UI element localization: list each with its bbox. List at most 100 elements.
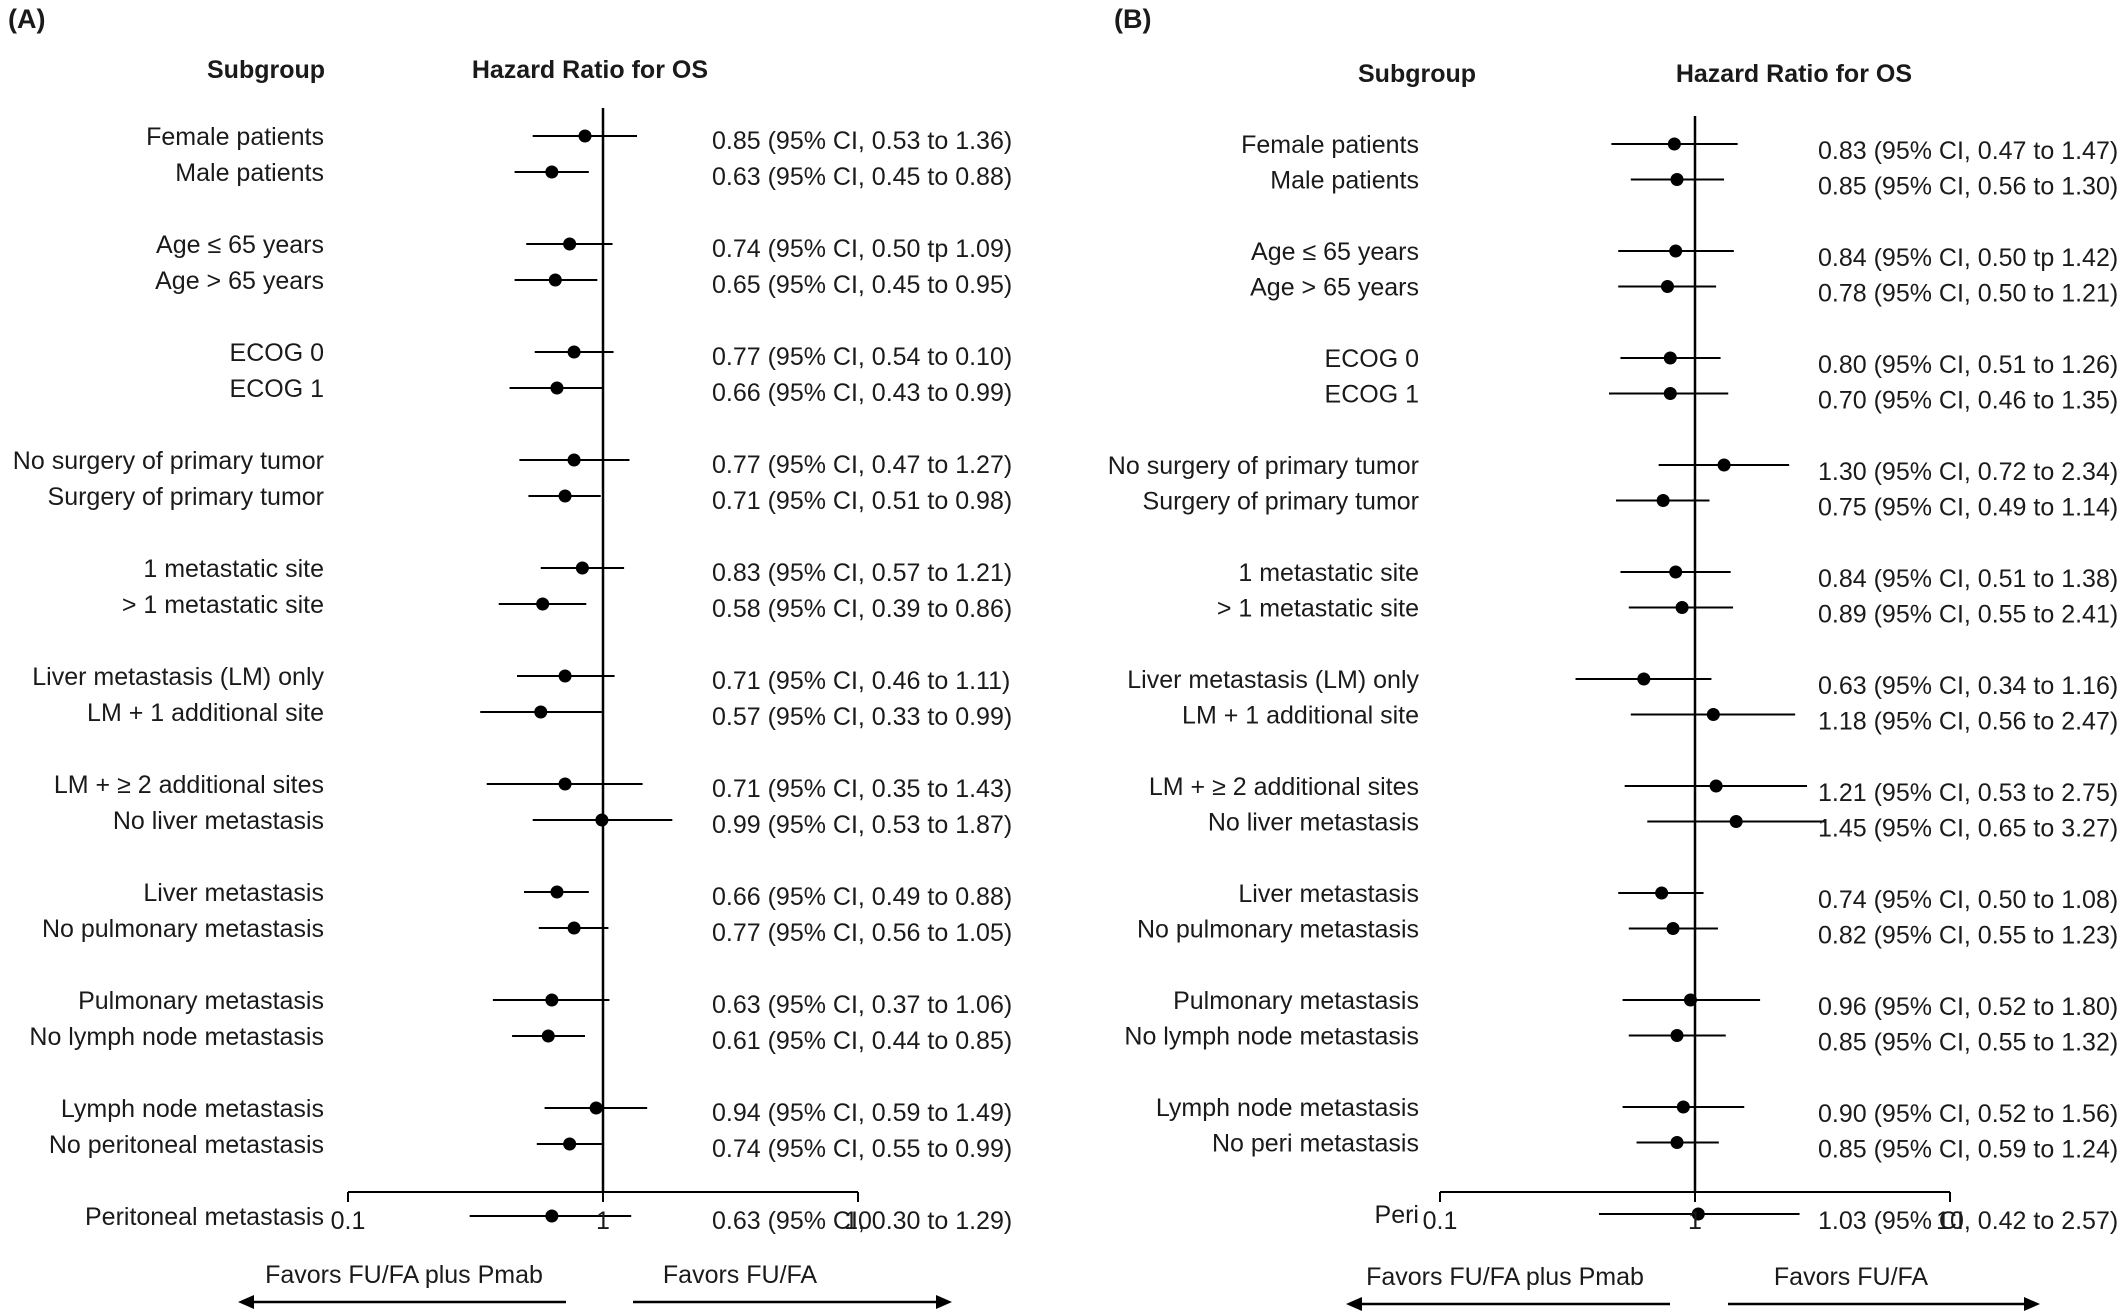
subgroup-label: LM + 1 additional site xyxy=(1182,702,1419,730)
hr-point xyxy=(1691,1207,1705,1221)
subgroup-label: No peri metastasis xyxy=(1212,1130,1419,1158)
hr-ci-label: 0.80 (95% CI, 0.51 to 1.26) xyxy=(1818,351,2118,379)
hr-point xyxy=(1717,458,1731,472)
subgroup-label: ECOG 1 xyxy=(1325,381,1419,409)
subgroup-label: Age > 65 years xyxy=(1250,274,1419,302)
subgroup-header: Subgroup xyxy=(207,56,325,84)
hr-point xyxy=(567,453,581,467)
hr-ci-label: 0.85 (95% CI, 0.55 to 1.32) xyxy=(1818,1029,2118,1057)
hr-ci-label: 1.21 (95% CI, 0.53 to 2.75) xyxy=(1818,779,2118,807)
hr-point xyxy=(1663,387,1677,400)
hr-point xyxy=(541,1029,555,1043)
hr-point xyxy=(1675,601,1689,614)
hr-ci-label: 0.57 (95% CI, 0.33 to 0.99) xyxy=(712,703,1012,731)
favors-right-label: Favors FU/FA xyxy=(1774,1263,1929,1291)
hr-point xyxy=(1706,708,1720,721)
hr-point xyxy=(1683,993,1697,1007)
hr-ci-label: 0.84 (95% CI, 0.51 to 1.38) xyxy=(1818,565,2118,593)
subgroup-label: Liver metastasis (LM) only xyxy=(1127,666,1419,694)
hr-point xyxy=(1669,565,1683,579)
subgroup-label: Peri xyxy=(1375,1201,1419,1229)
subgroup-label: LM + 1 additional site xyxy=(87,699,324,727)
subgroup-label: Age > 65 years xyxy=(155,267,324,295)
subgroup-label: Surgery of primary tumor xyxy=(48,483,324,511)
subgroup-label: Age ≤ 65 years xyxy=(156,231,324,259)
subgroup-label: No peritoneal metastasis xyxy=(49,1131,324,1159)
hr-point xyxy=(1666,922,1680,935)
hr-ci-label: 0.94 (95% CI, 0.59 to 1.49) xyxy=(712,1099,1012,1127)
subgroup-label: Female patients xyxy=(146,123,324,151)
subgroup-label: 1 metastatic site xyxy=(1238,559,1419,587)
hr-point xyxy=(545,165,559,179)
hr-ci-label: 0.83 (95% CI, 0.57 to 1.21) xyxy=(712,559,1012,587)
subgroup-label: Pulmonary metastasis xyxy=(78,987,324,1015)
hr-ci-label: 0.82 (95% CI, 0.55 to 1.23) xyxy=(1818,922,2118,950)
hr-point xyxy=(1667,137,1681,151)
hr-ci-label: 0.77 (95% CI, 0.56 to 1.05) xyxy=(712,919,1012,947)
hr-ci-label: 0.77 (95% CI, 0.54 to 0.10) xyxy=(712,343,1012,371)
x-tick-label: 1 xyxy=(1688,1207,1702,1235)
favors-right-arrowhead xyxy=(2024,1297,2040,1311)
hr-ci-label: 0.65 (95% CI, 0.45 to 0.95) xyxy=(712,271,1012,299)
subgroup-label: > 1 metastatic site xyxy=(122,591,324,619)
favors-left-arrowhead xyxy=(238,1295,254,1309)
subgroup-label: Lymph node metastasis xyxy=(61,1095,324,1123)
hr-point xyxy=(1670,173,1684,186)
subgroup-label: ECOG 0 xyxy=(1325,345,1419,373)
subgroup-label: LM + ≥ 2 additional sites xyxy=(54,771,324,799)
x-tick-label: 1 xyxy=(596,1207,610,1235)
hr-point xyxy=(1637,672,1651,686)
subgroup-label: No lymph node metastasis xyxy=(1124,1023,1419,1051)
x-tick-label: 0.1 xyxy=(331,1207,366,1235)
hr-point xyxy=(548,273,562,287)
hr-point xyxy=(536,597,550,611)
subgroup-label: No liver metastasis xyxy=(113,807,324,835)
hr-point xyxy=(1670,1136,1684,1149)
hr-ci-label: 0.71 (95% CI, 0.35 to 1.43) xyxy=(712,775,1012,803)
x-tick-label: 10 xyxy=(844,1207,872,1235)
subgroup-label: Peritoneal metastasis xyxy=(85,1203,324,1231)
subgroup-label: > 1 metastatic site xyxy=(1217,595,1419,623)
hr-point xyxy=(563,237,577,251)
hr-ci-label: 0.74 (95% CI, 0.50 to 1.08) xyxy=(1818,886,2118,914)
favors-left-arrowhead xyxy=(1346,1297,1362,1311)
hr-ci-label: 0.74 (95% CI, 0.55 to 0.99) xyxy=(712,1135,1012,1163)
favors-left-label: Favors FU/FA plus Pmab xyxy=(1366,1263,1644,1291)
hr-ci-label: 0.63 (95% CI, 0.30 to 1.29) xyxy=(712,1207,1012,1235)
subgroup-label: No lymph node metastasis xyxy=(29,1023,324,1051)
hr-ci-label: 0.77 (95% CI, 0.47 to 1.27) xyxy=(712,451,1012,479)
hr-ci-label: 0.85 (95% CI, 0.56 to 1.30) xyxy=(1818,173,2118,201)
hr-point xyxy=(595,813,609,827)
hr-point xyxy=(578,129,592,143)
hazard-ratio-header: Hazard Ratio for OS xyxy=(472,56,708,84)
hr-ci-label: 0.85 (95% CI, 0.53 to 1.36) xyxy=(712,127,1012,155)
subgroup-label: Lymph node metastasis xyxy=(1156,1094,1419,1122)
subgroup-label: Pulmonary metastasis xyxy=(1173,987,1419,1015)
hr-ci-label: 0.66 (95% CI, 0.43 to 0.99) xyxy=(712,379,1012,407)
favors-right-label: Favors FU/FA xyxy=(663,1261,818,1289)
hr-ci-label: 0.71 (95% CI, 0.51 to 0.98) xyxy=(712,487,1012,515)
hr-ci-label: 0.96 (95% CI, 0.52 to 1.80) xyxy=(1818,993,2118,1021)
hr-point xyxy=(1656,494,1670,507)
hr-point xyxy=(563,1137,577,1151)
hr-point xyxy=(558,777,572,791)
hr-point xyxy=(545,1209,559,1223)
hr-ci-label: 1.18 (95% CI, 0.56 to 2.47) xyxy=(1818,708,2118,736)
panel-label: (A) xyxy=(8,4,45,34)
subgroup-header: Subgroup xyxy=(1358,60,1476,88)
favors-left-label: Favors FU/FA plus Pmab xyxy=(265,1261,543,1289)
subgroup-label: Female patients xyxy=(1241,131,1419,159)
hr-point xyxy=(567,345,581,359)
subgroup-label: Surgery of primary tumor xyxy=(1143,488,1419,516)
hr-ci-label: 0.63 (95% CI, 0.45 to 0.88) xyxy=(712,163,1012,191)
hr-point xyxy=(558,489,572,503)
hazard-ratio-header: Hazard Ratio for OS xyxy=(1676,60,1912,88)
hr-point xyxy=(534,705,548,719)
subgroup-label: No liver metastasis xyxy=(1208,809,1419,837)
subgroup-label: ECOG 0 xyxy=(230,339,324,367)
subgroup-label: Age ≤ 65 years xyxy=(1251,238,1419,266)
hr-ci-label: 1.03 (95% CI, 0.42 to 2.57) xyxy=(1818,1207,2118,1235)
hr-ci-label: 0.75 (95% CI, 0.49 to 1.14) xyxy=(1818,494,2118,522)
hr-point xyxy=(1669,244,1683,258)
